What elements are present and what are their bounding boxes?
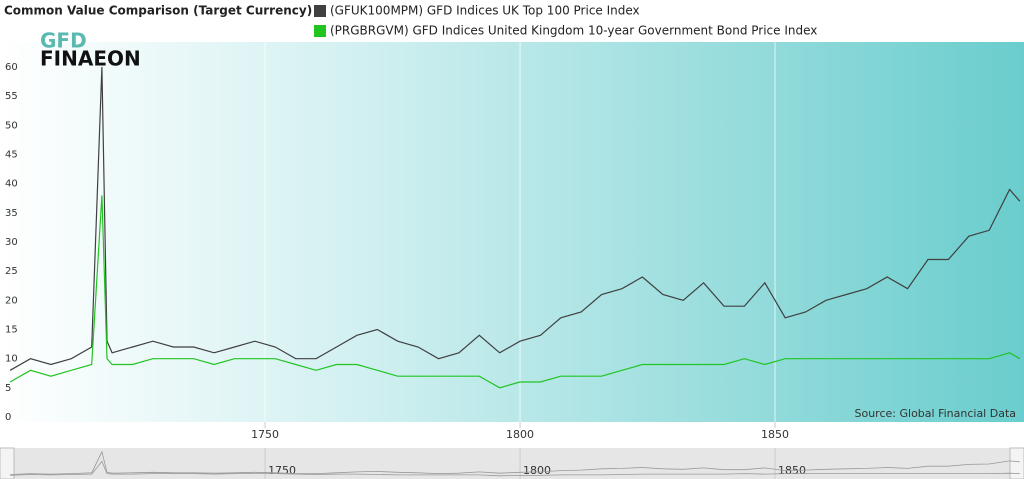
navigator-line bbox=[10, 460, 1020, 477]
legend-swatch bbox=[314, 25, 326, 37]
x-tick-label: 1850 bbox=[761, 428, 789, 441]
source-note: Source: Global Financial Data bbox=[855, 407, 1017, 420]
navigator-line bbox=[10, 450, 1020, 475]
navigator-label: 1750 bbox=[268, 464, 296, 477]
series-line bbox=[9, 66, 1021, 371]
logo-top: GFD bbox=[40, 29, 87, 53]
y-tick-label: 35 bbox=[5, 208, 18, 219]
y-tick-label: 45 bbox=[5, 150, 18, 161]
series-line bbox=[9, 195, 1021, 389]
navigator-handle[interactable] bbox=[1009, 447, 1024, 479]
y-tick-label: 5 bbox=[5, 383, 11, 394]
y-tick-label: 0 bbox=[5, 412, 11, 423]
x-tick-label: 1750 bbox=[251, 428, 279, 441]
y-tick-label: 50 bbox=[5, 120, 18, 131]
plot-background bbox=[0, 42, 1024, 422]
y-tick-label: 60 bbox=[5, 62, 18, 73]
x-tick-label: 1800 bbox=[506, 428, 534, 441]
legend-swatch bbox=[314, 5, 326, 17]
y-tick-label: 25 bbox=[5, 266, 18, 277]
y-tick-label: 15 bbox=[5, 325, 18, 336]
legend-label: (GFUK100MPM) GFD Indices UK Top 100 Pric… bbox=[330, 4, 640, 18]
legend-label: (PRGBRGVM) GFD Indices United Kingdom 10… bbox=[330, 24, 817, 38]
y-tick-label: 20 bbox=[5, 295, 18, 306]
logo-bottom: FINAEON bbox=[40, 47, 141, 71]
y-tick-label: 55 bbox=[5, 91, 18, 102]
navigator-handle[interactable] bbox=[0, 447, 15, 479]
y-tick-label: 10 bbox=[5, 354, 18, 365]
chart-title: Common Value Comparison (Target Currency… bbox=[4, 4, 312, 18]
y-tick-label: 30 bbox=[5, 237, 18, 248]
y-tick-label: 40 bbox=[5, 179, 18, 190]
navigator-label: 1800 bbox=[523, 464, 551, 477]
navigator bbox=[0, 448, 1024, 479]
